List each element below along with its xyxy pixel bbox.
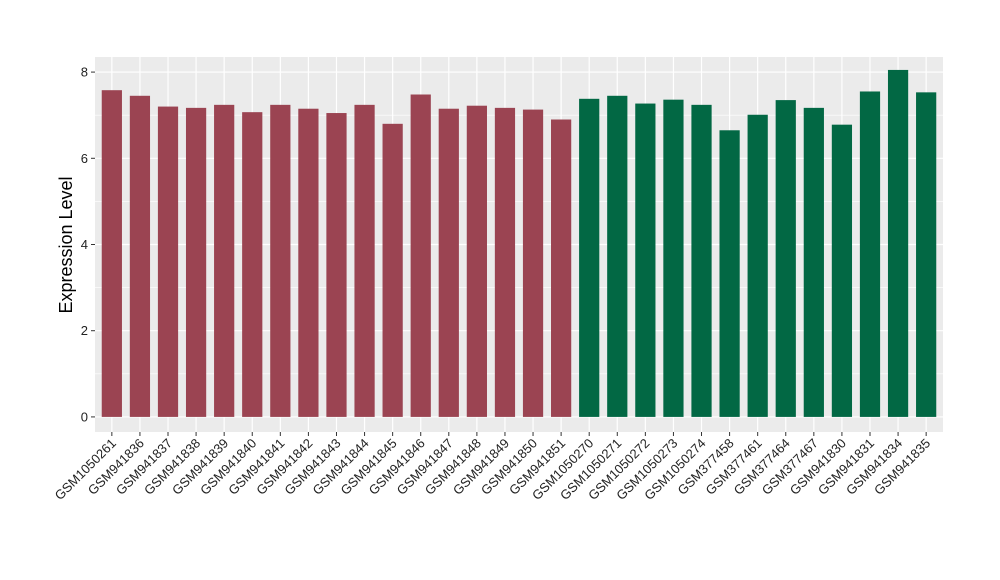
- bar-GSM1050273: [663, 99, 684, 417]
- bar-GSM941846: [410, 94, 431, 417]
- y-axis: 0 2 4 6 8: [81, 65, 95, 424]
- bar-GSM941839: [214, 104, 235, 417]
- bar-GSM941838: [185, 107, 207, 417]
- bar-GSM1050271: [607, 95, 628, 417]
- bar-GSM941850: [522, 109, 544, 417]
- bar-GSM941837: [157, 106, 179, 417]
- bar-GSM941836: [129, 95, 151, 417]
- minor-gridlines: [95, 114, 943, 375]
- bar-GSM377464: [775, 100, 796, 417]
- bar-GSM377467: [803, 107, 824, 417]
- bar-GSM941842: [298, 108, 319, 417]
- bar-GSM941843: [326, 113, 347, 417]
- y-tick-label: 4: [81, 237, 88, 252]
- bar-GSM1050270: [579, 98, 600, 417]
- y-axis-title: Expression Level: [56, 176, 76, 313]
- bar-GSM941840: [242, 112, 263, 417]
- bar-GSM941848: [466, 105, 487, 417]
- bar-GSM941845: [382, 123, 403, 417]
- bar-GSM941834: [887, 69, 909, 417]
- bar-GSM941851: [551, 119, 572, 417]
- bar-GSM941847: [438, 108, 459, 417]
- bar-GSM941835: [916, 92, 937, 417]
- bar-GSM1050261: [101, 90, 122, 417]
- bar-GSM941831: [859, 91, 881, 417]
- bar-GSM1050274: [691, 104, 712, 417]
- x-axis: GSM1050261GSM941836GSM941837GSM941838GSM…: [52, 432, 933, 503]
- y-tick-label: 0: [81, 409, 88, 424]
- bar-GSM941830: [831, 124, 853, 417]
- bar-GSM377458: [719, 130, 740, 417]
- bar-GSM1050272: [635, 103, 656, 417]
- y-tick-label: 8: [81, 65, 88, 80]
- bar-GSM941841: [270, 104, 291, 417]
- bar-GSM377461: [747, 114, 768, 417]
- bar-GSM941849: [494, 107, 516, 417]
- bars: [101, 69, 937, 417]
- bar-GSM941844: [354, 104, 375, 417]
- y-tick-label: 2: [81, 323, 88, 338]
- y-tick-label: 6: [81, 151, 88, 166]
